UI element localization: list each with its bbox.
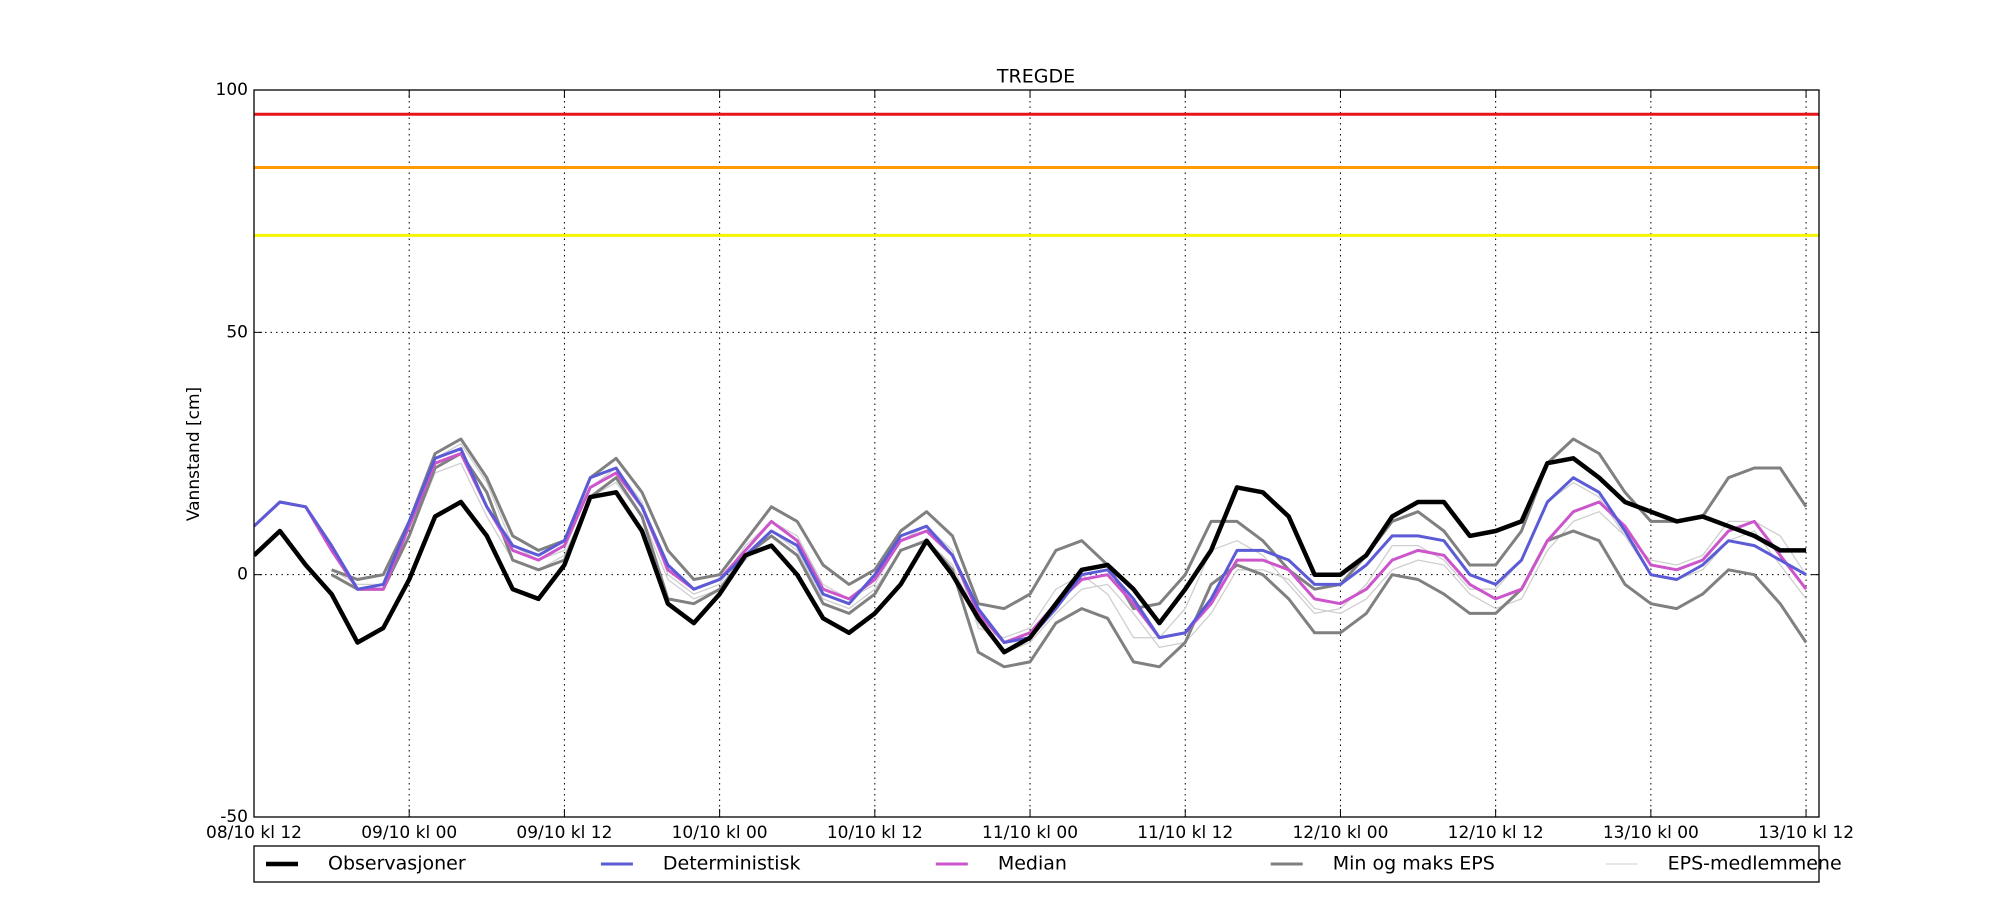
x-tick-label: 11/10 kl 00 — [982, 823, 1078, 843]
legend-box — [253, 845, 1820, 883]
x-tick-label: 12/10 kl 00 — [1292, 823, 1388, 843]
eps-member-line — [331, 443, 1807, 639]
chart-title: TREGDE — [996, 66, 1075, 88]
y-tick-label: 0 — [237, 565, 248, 585]
x-tick-label: 09/10 kl 00 — [361, 823, 457, 843]
legend-label: Deterministisk — [663, 853, 801, 875]
x-tick-label: 12/10 kl 12 — [1448, 823, 1544, 843]
y-tick-label: 100 — [216, 80, 248, 100]
x-tick-label: 09/10 kl 12 — [516, 823, 612, 843]
legend-label: EPS-medlemmene — [1668, 853, 1842, 875]
y-tick-label: 50 — [226, 322, 248, 342]
legend-label: Min og maks EPS — [1333, 853, 1495, 875]
y-tick-label: -50 — [220, 807, 248, 827]
x-tick-label: 10/10 kl 12 — [827, 823, 923, 843]
series-line — [254, 456, 1807, 655]
y-axis-label: Vannstand [cm] — [184, 387, 204, 521]
x-tick-label: 13/10 kl 00 — [1603, 823, 1699, 843]
legend-label: Observasjoner — [328, 853, 466, 875]
x-tick-label: 11/10 kl 12 — [1137, 823, 1233, 843]
x-tick-label: 08/10 kl 12 — [206, 823, 302, 843]
series-line — [254, 452, 1808, 644]
x-tick-label: 13/10 kl 12 — [1758, 823, 1854, 843]
plot-frame — [253, 89, 1820, 818]
legend-label: Median — [998, 853, 1067, 875]
x-tick-label: 10/10 kl 00 — [672, 823, 768, 843]
